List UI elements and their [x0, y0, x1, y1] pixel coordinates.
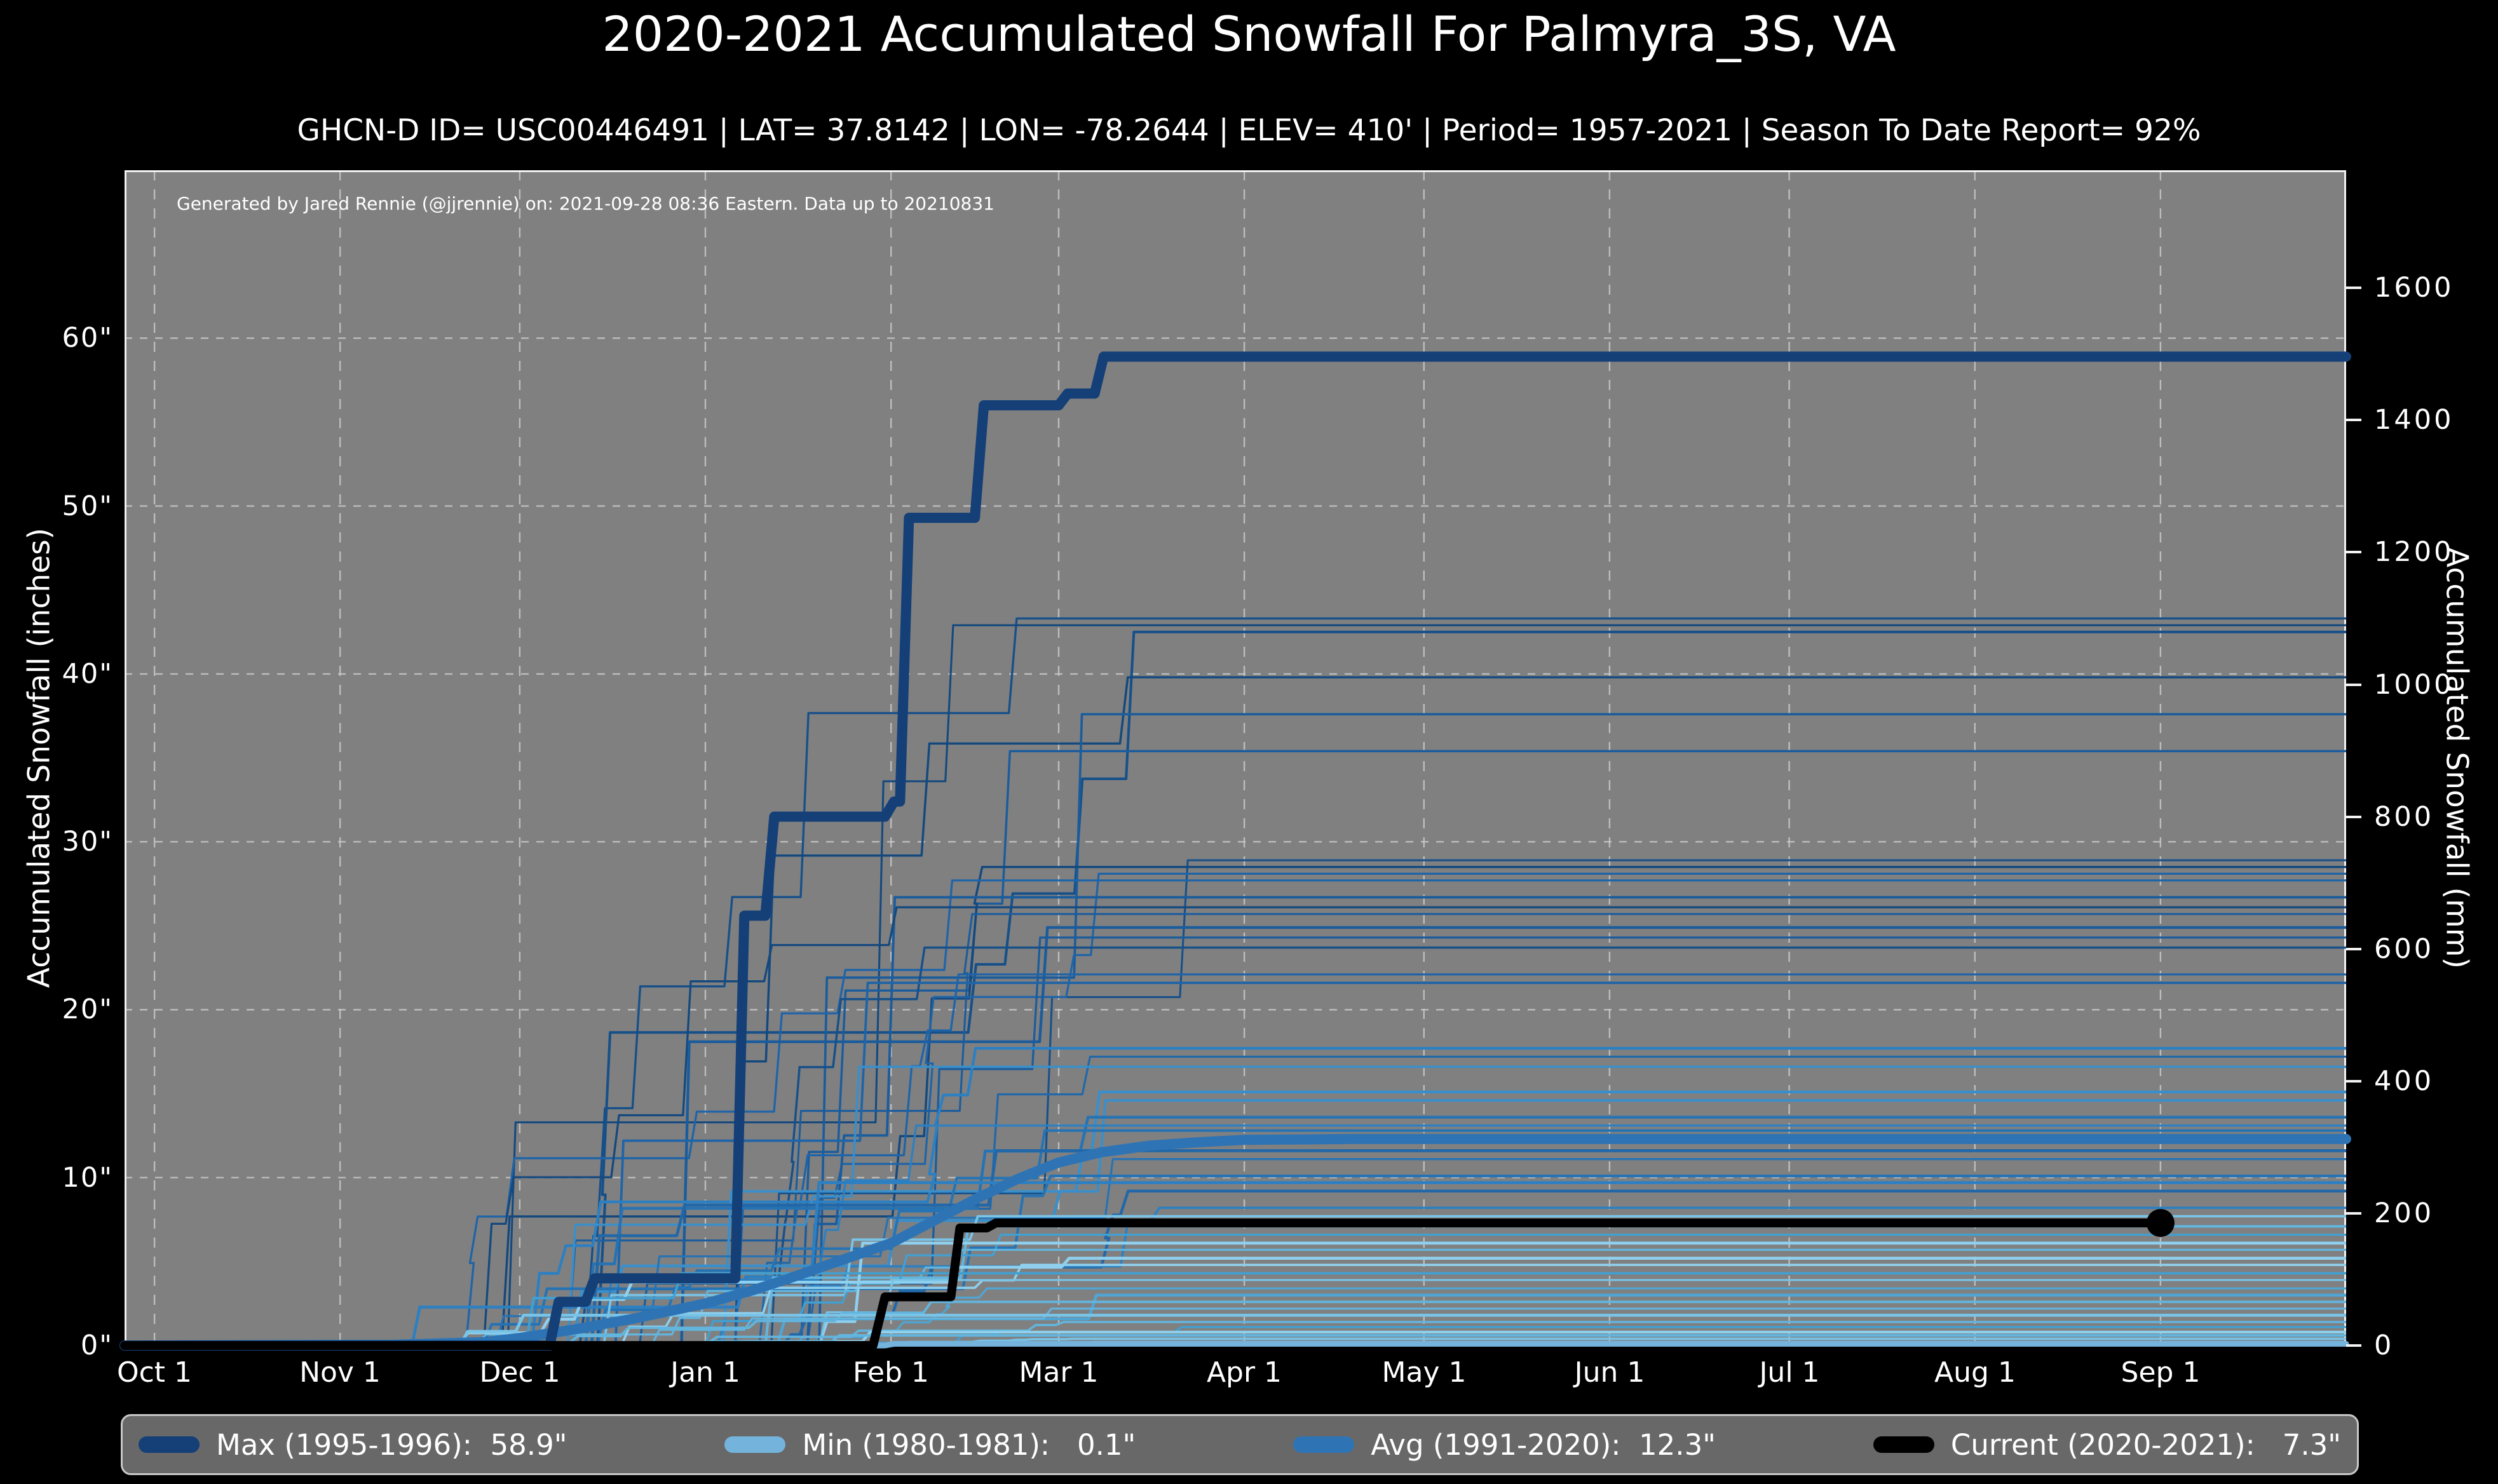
x-axis-tick-label: Sep 1 [2121, 1356, 2201, 1389]
max-line-swatch-icon [139, 1436, 200, 1453]
y-axis-right-tick-label: 0 [2374, 1330, 2394, 1361]
y-axis-right-tick-mark [2346, 287, 2361, 289]
legend-label-max: Max (1995-1996): 58.9" [216, 1427, 567, 1462]
legend-label-min: Min (1980-1981): 0.1" [802, 1427, 1136, 1462]
x-axis-tick-label: Dec 1 [479, 1356, 560, 1389]
y-axis-left-tick-label: 30" [62, 826, 113, 858]
y-axis-right-tick-label: 600 [2374, 933, 2434, 965]
x-axis-tick-label: Feb 1 [853, 1356, 929, 1389]
y-axis-right-tick-mark [2346, 1212, 2361, 1215]
legend-item-min: Min (1980-1981): 0.1" [724, 1428, 1136, 1462]
y-axis-left-tick-label: 40" [62, 658, 113, 690]
y-axis-right-tick-label: 800 [2374, 801, 2434, 833]
gridlines [125, 170, 2346, 1346]
legend-item-max: Max (1995-1996): 58.9" [139, 1428, 567, 1462]
legend-label-avg: Avg (1991-2020): 12.3" [1371, 1427, 1716, 1462]
season-line [125, 896, 2346, 1347]
right-axis-title: Accumulated Snowfall (mm) [2439, 547, 2474, 969]
y-axis-left-tick-label: 10" [62, 1162, 113, 1194]
season-line [125, 1047, 2346, 1347]
season-line [125, 1175, 2346, 1347]
avg-series-line [119, 1133, 2351, 1351]
season-line [125, 973, 2346, 1347]
x-axis-tick-label: Jan 1 [670, 1356, 740, 1389]
left-axis-title: Accumulated Snowfall (inches) [22, 527, 57, 988]
y-axis-right-tick-label: 200 [2374, 1197, 2434, 1229]
x-axis-tick-label: Jul 1 [1759, 1356, 1820, 1389]
season-line [125, 1129, 2346, 1347]
y-axis-right-tick-label: 400 [2374, 1065, 2434, 1097]
y-axis-right-tick-mark [2346, 419, 2361, 421]
plot-spine [125, 170, 2346, 1346]
max-series-line [119, 351, 2351, 1351]
y-axis-right-tick-mark [2346, 948, 2361, 950]
season-line [125, 1206, 2346, 1347]
season-line [125, 946, 2346, 1347]
season-line [125, 1158, 2346, 1347]
y-axis-right-tick-mark [2346, 684, 2361, 686]
season-line [125, 872, 2346, 1347]
x-axis-tick-label: May 1 [1381, 1356, 1467, 1389]
season-line [125, 879, 2346, 1347]
station-metadata-subtitle: GHCN-D ID= USC00446491 | LAT= 37.8142 | … [297, 113, 2201, 148]
season-line [125, 630, 2346, 1347]
snowfall-chart [119, 170, 2351, 1351]
x-axis-tick-label: Jun 1 [1574, 1356, 1645, 1389]
season-line [125, 981, 2346, 1347]
historical-season-lines [125, 617, 2346, 1347]
season-line [125, 1065, 2346, 1347]
y-axis-right-tick-mark [2346, 551, 2361, 553]
legend-item-avg: Avg (1991-2020): 12.3" [1293, 1428, 1716, 1462]
season-line [125, 1287, 2346, 1347]
y-axis-left-tick-label: 20" [62, 994, 113, 1025]
y-axis-right-tick-mark [2346, 1344, 2361, 1347]
legend-label-current: Current (2020-2021): 7.3" [1950, 1427, 2341, 1462]
y-axis-right-tick-label: 1600 [2374, 272, 2454, 304]
season-line [125, 676, 2346, 1347]
x-axis-tick-label: Mar 1 [1019, 1356, 1099, 1389]
current-end-marker [2146, 1209, 2175, 1238]
page-title: 2020-2021 Accumulated Snowfall For Palmy… [602, 6, 1896, 62]
season-line [125, 906, 2346, 1347]
legend-item-current: Current (2020-2021): 7.3" [1873, 1428, 2341, 1462]
current-series-line [120, 1218, 2165, 1350]
current-line-swatch-icon [1873, 1436, 1934, 1453]
y-axis-right-tick-label: 1200 [2374, 536, 2454, 568]
y-axis-right-tick-mark [2346, 816, 2361, 818]
plot-area: Generated by Jared Rennie (@jjrennie) on… [119, 170, 2351, 1351]
min-line-swatch-icon [724, 1436, 786, 1453]
season-line [125, 1264, 2346, 1347]
y-axis-left-tick-label: 60" [62, 322, 113, 354]
watermark-text: Generated by Jared Rennie (@jjrennie) on… [177, 193, 994, 214]
y-axis-right-tick-mark [2346, 1080, 2361, 1083]
x-axis-tick-label: Aug 1 [1934, 1356, 2016, 1389]
y-axis-right-tick-label: 1400 [2374, 404, 2454, 436]
y-axis-right-tick-label: 1000 [2374, 669, 2454, 701]
y-axis-left-tick-label: 0" [80, 1330, 113, 1361]
x-axis-tick-label: Nov 1 [299, 1356, 381, 1389]
legend: Max (1995-1996): 58.9" Min (1980-1981): 0… [121, 1414, 2359, 1475]
x-axis-tick-label: Oct 1 [116, 1356, 193, 1389]
x-axis-tick-label: Apr 1 [1206, 1356, 1282, 1389]
avg-line-swatch-icon [1293, 1436, 1355, 1453]
season-line [125, 1233, 2346, 1347]
y-axis-left-tick-label: 50" [62, 490, 113, 522]
season-line [125, 624, 2346, 1347]
